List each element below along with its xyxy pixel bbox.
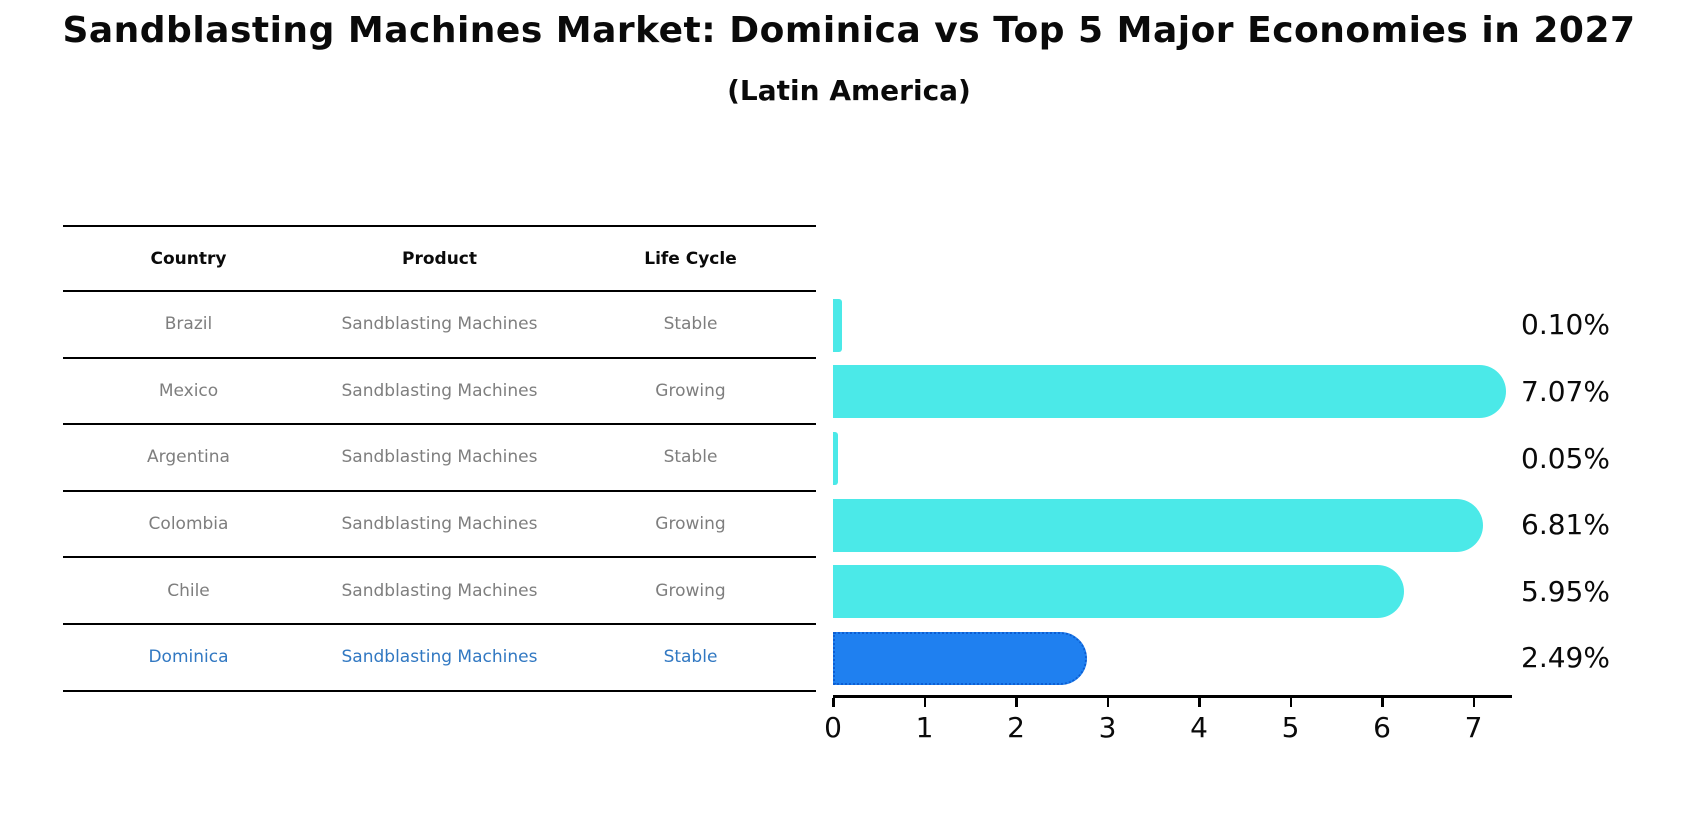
cell-product: Sandblasting Machines [341,647,538,668]
table-row-dominica: Dominica Sandblasting Machines Stable [63,625,816,692]
x-axis-tick-7 [1472,698,1475,707]
chart-title: Sandblasting Machines Market: Dominica v… [62,10,1636,51]
x-axis-tick-1 [923,698,926,707]
column-header-product: Product [402,248,477,269]
x-axis-tick-label-1: 1 [915,711,934,744]
cell-life-cycle: Stable [663,647,718,668]
cell-country: Mexico [158,380,219,401]
cell-product: Sandblasting Machines [341,380,538,401]
cell-product: Sandblasting Machines [341,580,538,601]
table-row-chile: Chile Sandblasting Machines Growing [63,558,816,625]
bar-chile [833,565,1404,619]
value-label-mexico: 7.07% [1521,374,1610,408]
cell-product: Sandblasting Machines [341,314,538,335]
bar-argentina [833,432,838,485]
value-label-brazil: 0.10% [1521,308,1610,342]
x-axis-tick-label-2: 2 [1007,711,1025,744]
table-body: Brazil Sandblasting Machines Stable Mexico S… [63,292,816,692]
table-row-mexico: Mexico Sandblasting Machines Growing [63,359,816,426]
cell-life-cycle: Stable [663,447,718,468]
x-axis-tick-2 [1015,698,1018,707]
column-header-country: Country [150,248,227,269]
cell-life-cycle: Growing [655,580,726,601]
cell-country: Brazil [164,314,213,335]
cell-life-cycle: Stable [663,314,718,335]
column-header-life-cycle: Life Cycle [644,248,737,269]
x-axis-tick-label-3: 3 [1098,711,1117,744]
cell-life-cycle: Growing [655,380,726,401]
country-table: Country Product Life Cycle Brazil Sandbla… [63,225,816,692]
x-axis-tick-5 [1289,698,1292,707]
table-row-colombia: Colombia Sandblasting Machines Growing [63,492,816,559]
value-label-colombia: 6.81% [1521,508,1610,542]
x-axis-line [833,695,1512,698]
cell-country: Dominica [148,647,229,668]
cell-country: Chile [167,580,210,601]
value-label-chile: 5.95% [1521,574,1610,608]
chart-subtitle: (Latin America) [727,74,971,107]
x-axis-tick-4 [1198,698,1201,707]
x-axis-tick-label-0: 0 [824,711,842,744]
x-axis-tick-label-7: 7 [1464,711,1483,744]
x-axis-tick-3 [1106,698,1109,707]
table-row-brazil: Brazil Sandblasting Machines Stable [63,292,816,359]
table-header-row: Country Product Life Cycle [63,225,816,292]
bar-colombia [833,498,1483,552]
cell-country: Argentina [147,447,230,468]
bar-dominica [833,631,1088,685]
bar-mexico [833,365,1507,419]
x-axis-tick-0 [832,698,835,707]
x-axis-tick-label-6: 6 [1373,711,1391,744]
cell-product: Sandblasting Machines [341,514,538,535]
x-axis-tick-label-4: 4 [1190,711,1208,744]
cell-country: Colombia [148,514,229,535]
value-label-dominica: 2.49% [1521,641,1610,675]
x-axis-tick-6 [1381,698,1384,707]
table-row-argentina: Argentina Sandblasting Machines Stable [63,425,816,492]
cell-product: Sandblasting Machines [341,447,538,468]
cell-life-cycle: Growing [655,514,726,535]
x-axis-tick-label-5: 5 [1281,711,1300,744]
value-label-argentina: 0.05% [1521,441,1610,475]
bar-brazil [833,298,843,352]
